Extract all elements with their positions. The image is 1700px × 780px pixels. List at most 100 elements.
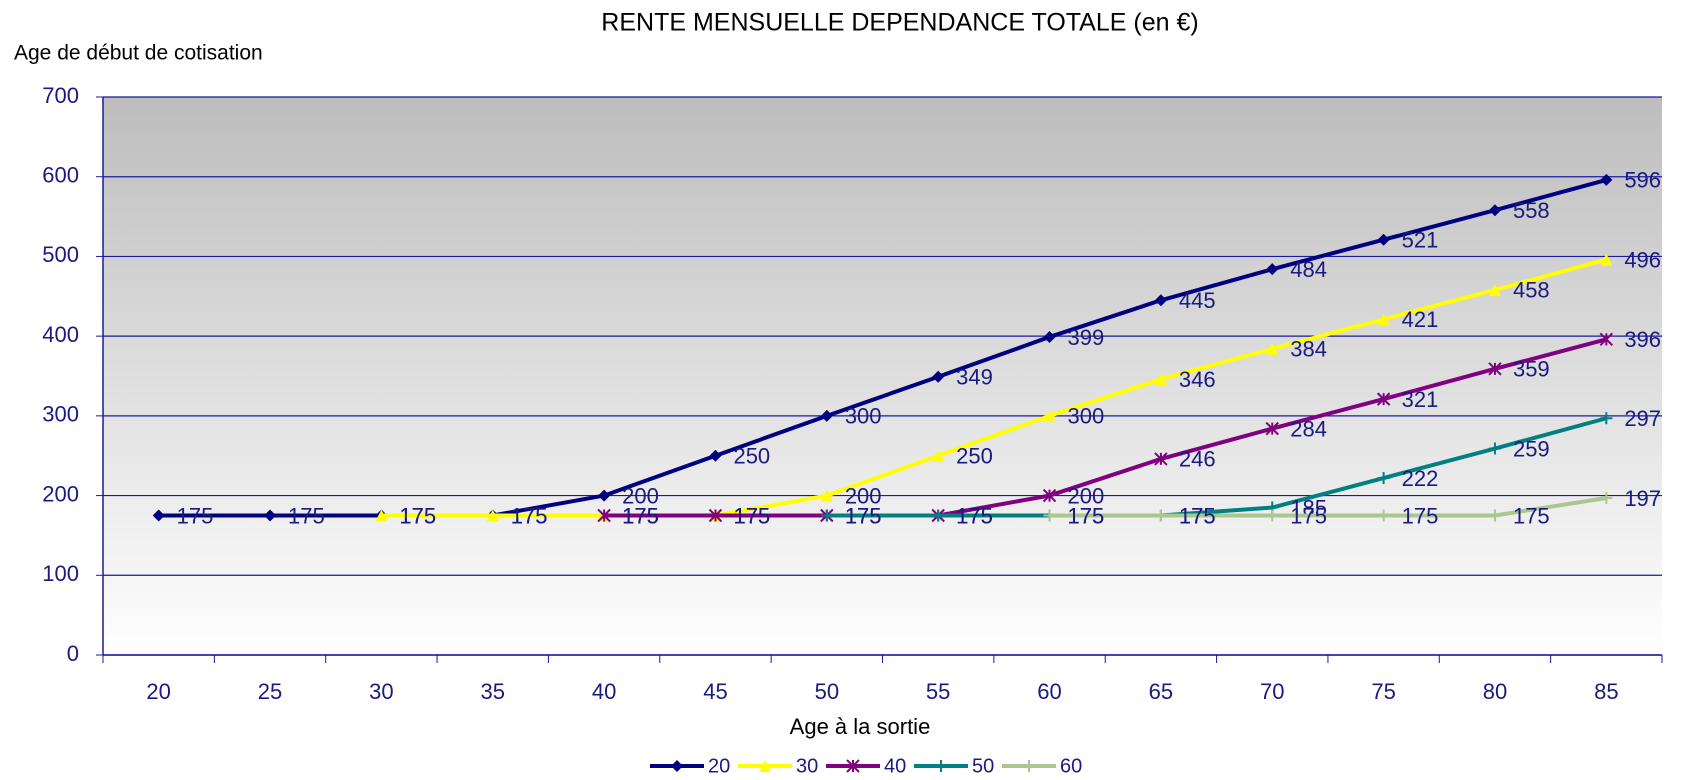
marker xyxy=(598,489,611,502)
marker xyxy=(1600,253,1613,266)
marker xyxy=(1488,362,1502,376)
marker xyxy=(1600,173,1613,186)
marker xyxy=(1154,373,1167,386)
marker xyxy=(375,509,388,522)
data-label: 175 xyxy=(177,503,214,528)
legend-label: 50 xyxy=(972,755,994,777)
data-label: 297 xyxy=(1624,406,1661,431)
data-label: 496 xyxy=(1624,247,1661,272)
data-label: 250 xyxy=(733,444,770,469)
marker xyxy=(1377,509,1390,522)
marker xyxy=(1377,472,1390,485)
data-label: 197 xyxy=(1624,486,1661,511)
data-label: 396 xyxy=(1624,327,1661,352)
x-tick-label: 25 xyxy=(258,679,282,704)
marker xyxy=(152,509,165,522)
legend-label: 60 xyxy=(1060,755,1082,777)
x-axis-label: Age à la sortie xyxy=(790,714,931,739)
data-label: 321 xyxy=(1402,387,1439,412)
data-label: 259 xyxy=(1513,436,1550,461)
marker xyxy=(1377,313,1390,326)
y-tick-label: 700 xyxy=(42,83,79,108)
data-label: 200 xyxy=(1068,483,1105,508)
marker xyxy=(1154,294,1167,307)
data-label: 200 xyxy=(845,483,882,508)
plot-area xyxy=(103,97,1662,655)
marker xyxy=(1377,233,1390,246)
data-label: 399 xyxy=(1068,325,1105,350)
data-label: 349 xyxy=(956,365,993,390)
marker xyxy=(932,370,945,383)
data-label: 346 xyxy=(1179,367,1216,392)
data-label: 284 xyxy=(1290,416,1327,441)
marker xyxy=(709,449,722,462)
data-label: 175 xyxy=(288,503,325,528)
legend-label: 40 xyxy=(884,755,906,777)
marker xyxy=(1265,421,1279,436)
data-label: 175 xyxy=(1290,503,1327,528)
x-tick-label: 65 xyxy=(1149,679,1173,704)
x-tick-label: 60 xyxy=(1037,679,1061,704)
x-tick-label: 45 xyxy=(703,679,727,704)
marker xyxy=(1043,330,1056,343)
marker xyxy=(1488,204,1501,217)
data-label: 175 xyxy=(1068,503,1105,528)
data-label: 521 xyxy=(1402,228,1439,253)
x-tick-label: 75 xyxy=(1371,679,1395,704)
marker xyxy=(1376,392,1391,406)
data-label: 421 xyxy=(1402,307,1439,332)
marker xyxy=(1043,509,1056,522)
marker xyxy=(820,509,833,522)
marker xyxy=(1488,283,1501,296)
y-tick-label: 600 xyxy=(42,163,79,188)
data-label: 384 xyxy=(1290,337,1327,362)
marker xyxy=(1599,332,1614,347)
marker xyxy=(759,760,771,772)
y-tick-label: 200 xyxy=(42,481,79,506)
x-tick-label: 55 xyxy=(926,679,950,704)
data-label: 175 xyxy=(845,503,882,528)
marker xyxy=(1154,452,1168,466)
marker xyxy=(1488,442,1501,455)
legend-label: 30 xyxy=(796,755,818,777)
marker xyxy=(708,508,723,523)
data-label: 300 xyxy=(1068,404,1105,429)
x-tick-label: 50 xyxy=(815,679,839,704)
marker xyxy=(846,759,860,773)
x-tick-label: 80 xyxy=(1483,679,1507,704)
x-tick-label: 30 xyxy=(369,679,393,704)
data-label: 175 xyxy=(622,503,659,528)
x-tick-label: 20 xyxy=(146,679,170,704)
data-label: 558 xyxy=(1513,198,1550,223)
marker xyxy=(935,760,947,772)
data-label: 175 xyxy=(511,503,548,528)
data-label: 445 xyxy=(1179,288,1216,313)
series-line xyxy=(1049,495,1607,518)
marker xyxy=(1042,488,1057,503)
y-tick-label: 500 xyxy=(42,242,79,267)
marker xyxy=(1043,409,1056,422)
marker xyxy=(932,449,945,462)
marker xyxy=(486,509,499,522)
y-axis-label: Age de début de cotisation xyxy=(14,42,263,65)
marker xyxy=(820,489,833,502)
data-label: 175 xyxy=(1513,503,1550,528)
y-tick-label: 100 xyxy=(42,561,79,586)
marker xyxy=(1488,509,1501,522)
marker xyxy=(1600,412,1613,425)
marker xyxy=(1266,509,1279,522)
data-label: 458 xyxy=(1513,278,1550,303)
marker xyxy=(932,509,945,522)
data-label: 300 xyxy=(845,404,882,429)
marker xyxy=(671,760,683,772)
y-tick-label: 0 xyxy=(67,641,79,666)
x-tick-label: 35 xyxy=(481,679,505,704)
chart-title: RENTE MENSUELLE DEPENDANCE TOTALE (en €) xyxy=(601,9,1198,37)
y-tick-label: 400 xyxy=(42,322,79,347)
data-label: 596 xyxy=(1624,168,1661,193)
marker xyxy=(264,509,277,522)
data-label: 484 xyxy=(1290,257,1327,282)
x-tick-label: 40 xyxy=(592,679,616,704)
marker xyxy=(1266,263,1279,276)
